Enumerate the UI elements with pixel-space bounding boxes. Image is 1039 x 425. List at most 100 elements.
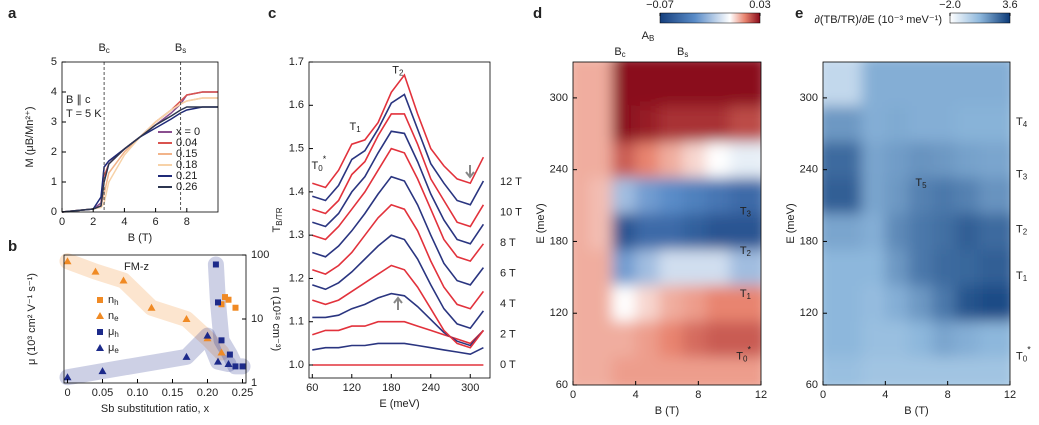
x-tick-label: 0	[64, 387, 70, 399]
y-axis-label: M (μB/Mn²⁺)	[24, 106, 36, 167]
y-tick-label: 120	[800, 307, 818, 319]
x-tick-label: 0.25	[232, 387, 253, 399]
heatmap-cells	[573, 62, 761, 385]
annotation: T4	[1016, 116, 1028, 129]
point	[232, 363, 239, 370]
x-tick-label: 0.15	[162, 387, 183, 399]
marker-label: Bs	[677, 46, 688, 59]
colorbar-label: AB	[642, 30, 655, 43]
y-tick-label: 1.5	[289, 142, 304, 154]
legend-marker	[96, 344, 104, 351]
point	[215, 299, 221, 306]
point	[225, 296, 232, 303]
y-axis-label: TB/TR	[271, 207, 284, 232]
line	[312, 320, 484, 345]
heatmap	[573, 62, 761, 385]
y-tick-label: 60	[556, 379, 568, 391]
trend-band	[59, 327, 237, 386]
x-tick-label: 8	[695, 389, 701, 401]
x-tick-label: 8	[945, 389, 951, 401]
legend-label: 0.26	[176, 181, 197, 193]
colorbar-tick-label: 3.6	[1002, 0, 1017, 11]
x-tick-label: 6	[153, 216, 159, 228]
y-tick-label: 1	[51, 176, 57, 188]
panel-label: b	[8, 238, 17, 255]
annotation: T2	[392, 65, 404, 78]
colorbar-tick-label: −2.0	[939, 0, 961, 11]
y-tick-label: 1.7	[289, 56, 304, 68]
point	[217, 348, 226, 356]
panel-label: c	[268, 5, 276, 22]
x-axis-label: E (meV)	[379, 398, 419, 410]
point	[218, 301, 225, 308]
point	[63, 373, 72, 381]
legend-marker	[97, 329, 103, 335]
point	[222, 294, 228, 301]
colorbar	[659, 12, 761, 24]
y-tick-label: 1.6	[289, 99, 304, 111]
point	[91, 267, 100, 275]
y-tick-label: 4	[51, 86, 57, 98]
annotation: T0*	[1016, 345, 1031, 364]
point	[203, 331, 212, 339]
heatmap-cell	[978, 62, 1010, 106]
point	[147, 303, 156, 311]
legend-label: 0.21	[176, 170, 197, 182]
legend-label: x = 0	[176, 126, 200, 138]
y2-axis-label: n (10¹⁸ cm⁻³)	[270, 287, 282, 351]
x-tick-label: 2	[90, 216, 96, 228]
x-tick-label: 60	[306, 382, 318, 394]
annotation: T3	[1016, 168, 1028, 181]
legend-label: 0.15	[176, 148, 197, 160]
field-label: 6 T	[500, 267, 516, 279]
line	[312, 292, 485, 347]
arrow	[393, 296, 403, 310]
y-axis-label: μ (10³ cm² V⁻¹ s⁻¹)	[26, 273, 38, 365]
y-tick-label: 1.3	[289, 229, 304, 241]
point	[98, 367, 107, 375]
panel-label: a	[8, 5, 17, 22]
y-tick-label: 60	[806, 379, 818, 391]
point	[218, 337, 225, 344]
point	[182, 315, 191, 322]
y-tick-label: 3	[51, 116, 57, 128]
y-tick-label: 180	[550, 235, 568, 247]
heatmap	[823, 62, 1010, 385]
plot-frame	[308, 61, 491, 379]
legend-label: μh	[108, 326, 119, 339]
point	[212, 261, 219, 268]
annotation: B ∥ c	[66, 94, 91, 106]
y-tick-label: 1.2	[289, 272, 304, 284]
marker-label: Bs	[175, 42, 186, 55]
line	[312, 147, 485, 263]
y2-tick-label: 10	[251, 313, 263, 325]
annotation: T1	[740, 288, 752, 301]
x-tick-label: 240	[422, 382, 440, 394]
line	[312, 175, 485, 286]
plot-frame	[822, 61, 1011, 386]
x-tick-label: 300	[461, 382, 479, 394]
x-tick-label: 12	[1004, 389, 1016, 401]
legend-label: 0.04	[176, 137, 197, 149]
y-tick-label: 120	[550, 307, 568, 319]
point	[63, 257, 72, 265]
y-tick-label: 2	[51, 146, 57, 158]
annotation: T5	[915, 177, 927, 190]
line	[61, 106, 218, 213]
heatmap-cells	[823, 62, 1010, 385]
panel-label: e	[795, 5, 803, 22]
line	[312, 113, 485, 228]
field-label: 8 T	[500, 237, 516, 249]
y-tick-label: 5	[51, 56, 57, 68]
point	[214, 357, 222, 365]
x-tick-label: 8	[184, 216, 190, 228]
annotation: T1	[1016, 270, 1028, 283]
x-tick-label: 0.20	[197, 387, 218, 399]
marker-label: Bc	[98, 42, 109, 55]
x-tick-label: 0	[570, 389, 576, 401]
colorbar-tick-label: 0.03	[749, 0, 770, 11]
colorbar-tick-label: −0.07	[646, 0, 674, 11]
x-tick-label: 4	[633, 389, 639, 401]
y-tick-label: 1.1	[289, 316, 304, 328]
